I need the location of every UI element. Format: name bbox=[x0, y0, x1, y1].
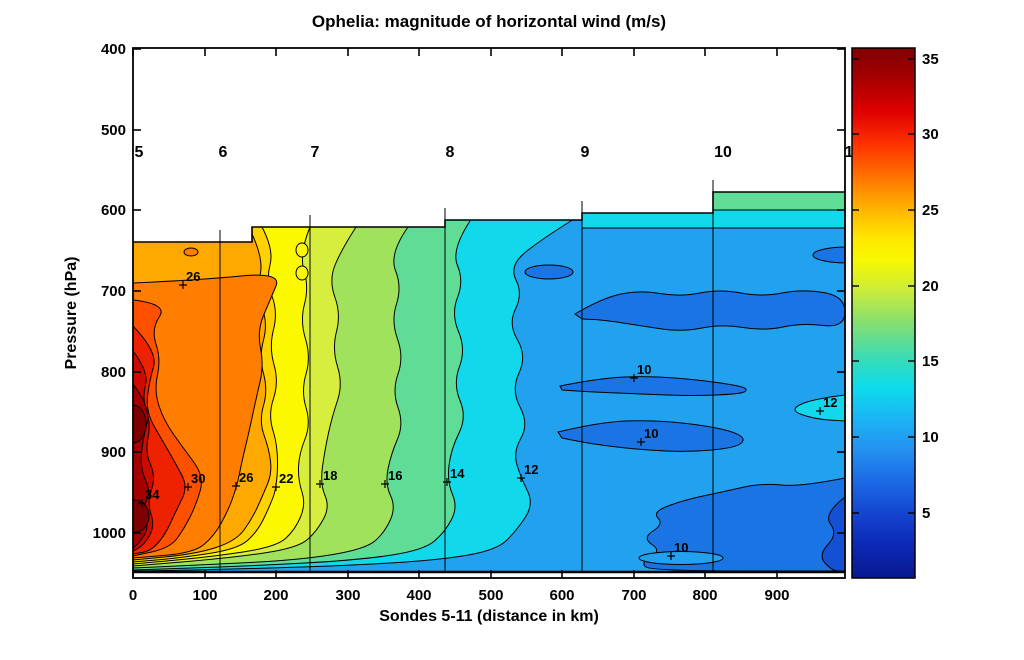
x-axis-label: Sondes 5-11 (distance in km) bbox=[379, 608, 599, 625]
contour-line-30 bbox=[133, 325, 186, 555]
contour-label: 22 bbox=[279, 471, 293, 486]
no-data-mask bbox=[252, 48, 445, 227]
low-wind-blob bbox=[812, 246, 845, 264]
sonde-number: 1 bbox=[845, 144, 854, 161]
colorbar-tick-label: 20 bbox=[922, 278, 939, 295]
y-axis-label: Pressure (hPa) bbox=[63, 257, 80, 370]
top-strip bbox=[712, 209, 845, 229]
colorbar-tick-label: 35 bbox=[922, 51, 939, 68]
x-tick-label: 500 bbox=[478, 587, 503, 604]
contour-line-14 bbox=[133, 220, 471, 571]
y-tick-label: 1000 bbox=[93, 525, 126, 542]
sonde-number: 9 bbox=[581, 144, 590, 161]
sonde-number: 7 bbox=[311, 144, 320, 161]
colorbar bbox=[851, 47, 916, 579]
clabel-marker bbox=[630, 374, 638, 382]
contour-label: 10 bbox=[644, 426, 658, 441]
no-data-mask bbox=[133, 573, 845, 578]
contour-line-16 bbox=[133, 226, 409, 569]
no-data-mask bbox=[582, 48, 713, 213]
contour-line-20 bbox=[133, 226, 311, 565]
clabel-marker bbox=[179, 281, 187, 289]
wind-max-core bbox=[133, 404, 147, 444]
contour-label: 14 bbox=[450, 466, 465, 481]
contour-label: 10 bbox=[674, 540, 688, 555]
clabel-marker bbox=[184, 483, 192, 491]
x-tick-label: 800 bbox=[692, 587, 717, 604]
contour-label: 12 bbox=[823, 395, 837, 410]
low-wind-blob bbox=[821, 496, 845, 572]
clabel-marker bbox=[816, 407, 824, 415]
contour-label: 12 bbox=[524, 462, 538, 477]
colorbar-tick-label: 30 bbox=[922, 126, 939, 143]
x-tick-label: 400 bbox=[406, 587, 431, 604]
x-tick-label: 300 bbox=[335, 587, 360, 604]
contour-label: 18 bbox=[323, 468, 337, 483]
y-tick-label: 500 bbox=[101, 122, 126, 139]
x-tick-label: 200 bbox=[263, 587, 288, 604]
sonde-number: 5 bbox=[135, 144, 144, 161]
y-tick-label: 700 bbox=[101, 283, 126, 300]
x-tick-label: 700 bbox=[621, 587, 646, 604]
y-tick-label: 600 bbox=[101, 202, 126, 219]
contour-line-12 bbox=[133, 213, 583, 572]
inner-lens bbox=[638, 551, 724, 565]
clabel-marker bbox=[272, 483, 280, 491]
wind-max-core bbox=[133, 499, 150, 533]
x-tick-label: 900 bbox=[764, 587, 789, 604]
y-tick-label: 800 bbox=[101, 364, 126, 381]
top-strip bbox=[581, 212, 714, 229]
contour-field: 26 34 30 26 22 18 16 14 12 10 10 12 10 bbox=[133, 48, 845, 578]
x-tick-label: 100 bbox=[192, 587, 217, 604]
colorbar-tick-label: 10 bbox=[922, 429, 939, 446]
contour-ring bbox=[183, 247, 199, 257]
y-tick-label: 900 bbox=[101, 444, 126, 461]
clabel-marker bbox=[381, 480, 389, 488]
chart-title: Ophelia: magnitude of horizontal wind (m… bbox=[312, 12, 666, 31]
contour-line-26 bbox=[133, 274, 278, 559]
no-data-mask bbox=[133, 48, 252, 242]
low-wind-blob bbox=[524, 264, 574, 280]
sonde-number: 10 bbox=[714, 144, 732, 161]
contour-label: 16 bbox=[388, 468, 402, 483]
sonde-number: 6 bbox=[219, 144, 228, 161]
y-tick-label: 400 bbox=[101, 41, 126, 58]
low-wind-blob bbox=[643, 477, 845, 572]
clabel-marker bbox=[316, 480, 324, 488]
contour-label: 34 bbox=[145, 487, 160, 502]
colorbar-tick-label: 5 bbox=[922, 505, 930, 522]
clabel-marker bbox=[232, 482, 240, 490]
sonde-number: 8 bbox=[446, 144, 455, 161]
clabel-marker bbox=[443, 478, 451, 486]
contour-line-18 bbox=[133, 226, 357, 567]
top-strip bbox=[712, 191, 845, 211]
clabel-marker bbox=[138, 499, 146, 507]
clabel-marker bbox=[517, 474, 525, 482]
no-data-mask bbox=[445, 48, 582, 220]
axes-and-colorbar: 0 100 200 300 400 500 600 700 800 900 400 500 600 700… bbox=[93, 41, 939, 604]
contour-ring bbox=[295, 242, 309, 258]
plot-frame bbox=[132, 47, 846, 579]
contour-line-32 bbox=[133, 350, 154, 552]
contour-ring bbox=[295, 265, 309, 281]
low-wind-blob bbox=[557, 420, 744, 452]
no-data-mask bbox=[713, 48, 845, 192]
contour-label: 10 bbox=[637, 362, 651, 377]
x-tick-label: 0 bbox=[129, 587, 137, 604]
low-wind-blob bbox=[559, 376, 747, 396]
clabel-marker bbox=[637, 438, 645, 446]
contour-line-28 bbox=[133, 299, 202, 557]
colorbar-tick-label: 25 bbox=[922, 202, 939, 219]
contour-label: 30 bbox=[191, 471, 205, 486]
clabel-marker bbox=[667, 552, 675, 560]
colorbar-tick-label: 15 bbox=[922, 353, 939, 370]
contour-label: 26 bbox=[239, 470, 253, 485]
x-tick-label: 600 bbox=[549, 587, 574, 604]
contour-label: 26 bbox=[186, 269, 200, 284]
